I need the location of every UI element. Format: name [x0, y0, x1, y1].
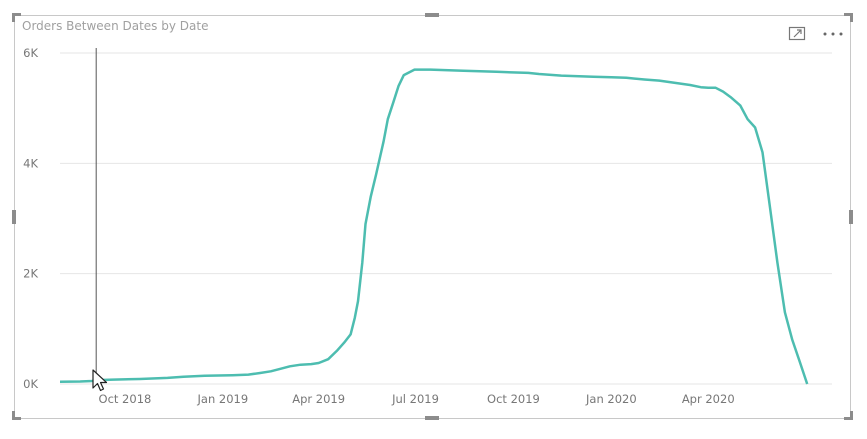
resize-handle-top-right-v[interactable] [850, 13, 853, 22]
resize-handle-top-left-v[interactable] [12, 13, 15, 22]
y-axis: 0K 2K 4K 6K [23, 46, 38, 391]
focus-mode-icon[interactable] [788, 24, 806, 42]
x-tick-label: Jan 2020 [585, 392, 637, 406]
more-options-icon[interactable] [822, 30, 844, 38]
x-tick-label: Apr 2020 [682, 392, 735, 406]
x-tick-label: Oct 2018 [99, 392, 152, 406]
resize-handle-bottom-right[interactable] [844, 417, 853, 420]
resize-handle-top-mid[interactable] [425, 13, 439, 17]
chart-title: Orders Between Dates by Date [22, 19, 209, 33]
resize-handle-top-right[interactable] [844, 13, 853, 16]
x-tick-label: Apr 2019 [292, 392, 345, 406]
mouse-pointer-icon [92, 369, 108, 392]
y-tick-label: 0K [23, 377, 38, 391]
resize-handle-bottom-left[interactable] [12, 417, 21, 420]
gridlines [60, 52, 832, 385]
resize-handle-bottom-left-v[interactable] [12, 411, 15, 420]
resize-handle-right-mid[interactable] [849, 210, 853, 224]
resize-handle-bottom-right-v[interactable] [850, 411, 853, 420]
x-axis: Oct 2018 Jan 2019 Apr 2019 Jul 2019 Oct 2019… [99, 392, 735, 406]
y-tick-label: 4K [23, 156, 38, 170]
series-line-orders[interactable] [59, 68, 809, 385]
resize-handle-bottom-mid[interactable] [425, 416, 439, 420]
y-tick-label: 2K [23, 267, 38, 281]
x-tick-label: Jul 2019 [391, 392, 439, 406]
x-tick-label: Oct 2019 [487, 392, 540, 406]
resize-handle-top-left[interactable] [12, 13, 21, 16]
y-tick-label: 6K [23, 46, 38, 60]
x-tick-label: Jan 2019 [197, 392, 249, 406]
resize-handle-left-mid[interactable] [12, 210, 16, 224]
